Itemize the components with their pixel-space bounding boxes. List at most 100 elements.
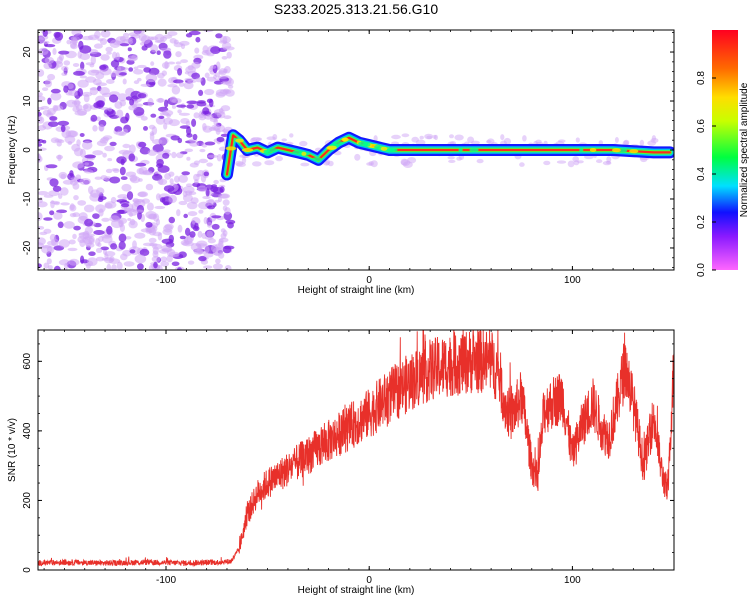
noise-blob <box>110 60 120 68</box>
noise-blob <box>201 49 212 56</box>
noise-blob <box>38 69 45 77</box>
noise-blob <box>201 232 207 239</box>
noise-blob <box>195 77 203 83</box>
noise-blob <box>189 141 200 147</box>
noise-blob <box>127 218 132 221</box>
noise-blob <box>74 98 80 108</box>
noise-blob <box>127 47 132 52</box>
noise-blob <box>79 178 91 185</box>
noise-blob <box>105 46 113 53</box>
noise-blob <box>129 144 136 154</box>
noise-blob <box>58 239 70 248</box>
spectrogram-ridge <box>221 129 674 181</box>
noise-blob <box>145 73 158 83</box>
noise-blob <box>134 30 146 34</box>
noise-blob <box>61 65 69 72</box>
snr-series-line <box>38 330 674 568</box>
noise-blob <box>222 46 235 51</box>
noise-blob <box>95 204 106 213</box>
noise-blob <box>57 120 70 126</box>
noise-blob <box>38 263 42 269</box>
noise-blob <box>125 96 132 101</box>
noise-blob <box>104 202 113 209</box>
noise-blob <box>206 162 213 167</box>
ridge-halo-blob <box>250 137 258 144</box>
snr-ylabel: SNR (10 * v/v) <box>7 418 18 482</box>
noise-blob <box>213 179 219 185</box>
noise-blob <box>156 50 161 55</box>
noise-blob <box>109 39 121 48</box>
noise-blob <box>171 151 177 159</box>
noise-blob <box>104 251 116 257</box>
noise-blob <box>49 178 59 187</box>
noise-blob <box>204 141 216 146</box>
noise-blob <box>84 154 96 159</box>
noise-blob <box>38 153 42 163</box>
noise-blob <box>73 70 85 76</box>
noise-blob <box>174 175 180 183</box>
noise-blob <box>180 240 190 246</box>
noise-blob <box>61 72 68 76</box>
noise-blob <box>117 93 128 102</box>
noise-blob <box>106 263 112 270</box>
noise-blob <box>128 105 137 111</box>
noise-blob <box>99 87 110 96</box>
noise-blob <box>207 154 219 158</box>
noise-blob <box>68 89 79 97</box>
noise-blob <box>182 186 195 194</box>
noise-blob <box>133 80 140 85</box>
noise-blob <box>53 265 61 270</box>
noise-blob <box>159 47 172 52</box>
noise-blob <box>212 263 223 270</box>
noise-blob <box>183 81 194 90</box>
noise-blob <box>179 235 186 240</box>
noise-blob <box>106 79 115 84</box>
noise-blob <box>137 77 142 82</box>
ridge-halo-blob <box>503 137 511 145</box>
noise-blob <box>177 109 182 114</box>
noise-blob <box>137 263 144 270</box>
ridge-highlight <box>612 148 621 153</box>
x-tick-label: -100 <box>156 275 176 286</box>
noise-blob <box>177 68 183 76</box>
noise-blob <box>227 84 234 89</box>
noise-blob <box>120 176 128 181</box>
noise-blob <box>185 227 191 236</box>
noise-blob <box>63 85 69 93</box>
y-tick-label: 0 <box>22 147 33 153</box>
noise-blob <box>168 194 177 204</box>
noise-blob <box>177 267 182 270</box>
colorbar-gradient <box>712 30 738 270</box>
noise-blob <box>194 47 200 54</box>
noise-blob <box>57 221 64 229</box>
noise-blob <box>116 261 123 270</box>
noise-blob <box>155 193 161 201</box>
noise-blob <box>92 125 98 132</box>
noise-blob <box>97 38 104 42</box>
noise-blob <box>78 212 88 221</box>
noise-blob <box>203 252 214 258</box>
noise-blob <box>194 248 200 253</box>
noise-blob <box>151 126 158 135</box>
noise-blob <box>105 168 113 174</box>
noise-blob <box>88 185 94 195</box>
ridge-halo-blob <box>567 160 575 168</box>
ridge-halo-blob <box>241 157 247 164</box>
noise-blob <box>69 213 77 218</box>
noise-blob <box>98 124 105 132</box>
ridge-highlight <box>265 150 271 155</box>
noise-blob <box>140 228 152 233</box>
noise-blob <box>142 170 153 175</box>
noise-blob <box>147 97 154 107</box>
noise-blob <box>218 240 224 249</box>
noise-blob <box>79 148 86 158</box>
noise-blob <box>118 241 126 250</box>
ridge-halo-blob <box>266 136 276 141</box>
noise-blob <box>203 114 214 120</box>
noise-blob <box>158 136 169 145</box>
noise-blob <box>222 199 230 206</box>
noise-blob <box>164 99 169 108</box>
noise-blob <box>191 61 201 69</box>
noise-blob <box>109 176 121 184</box>
